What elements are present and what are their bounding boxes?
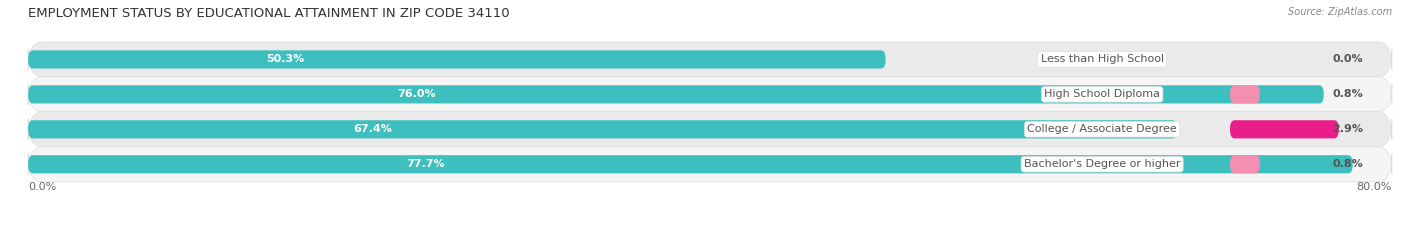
Text: 0.8%: 0.8% — [1333, 89, 1362, 99]
Text: Bachelor's Degree or higher: Bachelor's Degree or higher — [1024, 159, 1181, 169]
FancyBboxPatch shape — [28, 155, 1353, 173]
Text: 2.9%: 2.9% — [1333, 124, 1364, 134]
Text: 0.8%: 0.8% — [1333, 159, 1362, 169]
Text: EMPLOYMENT STATUS BY EDUCATIONAL ATTAINMENT IN ZIP CODE 34110: EMPLOYMENT STATUS BY EDUCATIONAL ATTAINM… — [28, 7, 510, 20]
FancyBboxPatch shape — [28, 147, 1392, 182]
Text: College / Associate Degree: College / Associate Degree — [1028, 124, 1177, 134]
FancyBboxPatch shape — [1230, 155, 1260, 173]
Text: 77.7%: 77.7% — [406, 159, 444, 169]
FancyBboxPatch shape — [1230, 120, 1339, 138]
Text: 67.4%: 67.4% — [353, 124, 392, 134]
FancyBboxPatch shape — [28, 42, 1392, 77]
Text: 0.0%: 0.0% — [1333, 55, 1362, 64]
Text: Source: ZipAtlas.com: Source: ZipAtlas.com — [1288, 7, 1392, 17]
Text: 80.0%: 80.0% — [1357, 182, 1392, 192]
FancyBboxPatch shape — [28, 50, 886, 69]
FancyBboxPatch shape — [28, 120, 1177, 138]
Text: 76.0%: 76.0% — [398, 89, 436, 99]
FancyBboxPatch shape — [1230, 85, 1260, 103]
FancyBboxPatch shape — [28, 112, 1392, 147]
Text: 0.0%: 0.0% — [28, 182, 56, 192]
FancyBboxPatch shape — [28, 77, 1392, 112]
Text: High School Diploma: High School Diploma — [1045, 89, 1160, 99]
Text: Less than High School: Less than High School — [1040, 55, 1164, 64]
Text: 50.3%: 50.3% — [266, 55, 305, 64]
FancyBboxPatch shape — [28, 85, 1324, 103]
